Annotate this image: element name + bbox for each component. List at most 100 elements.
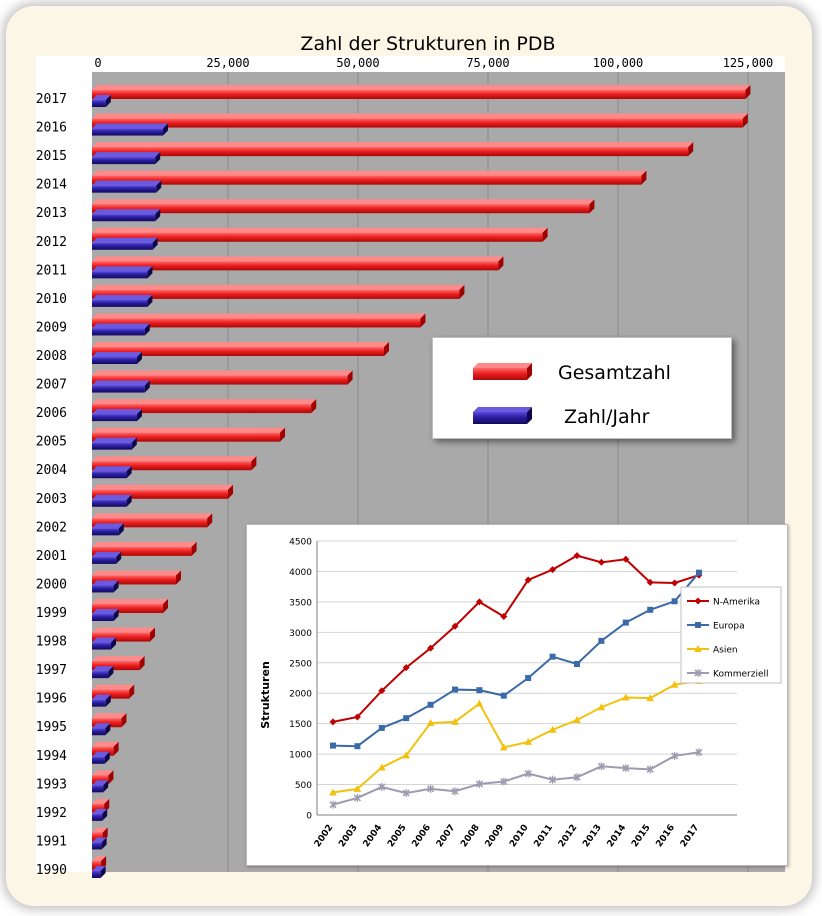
point-n-amerika [694,597,702,605]
point-europa [696,569,702,576]
legend-swatch-side-zahl-jahr [527,407,532,424]
bar-top-zahl-jahr [92,780,109,786]
bar-zahl-jahr [92,785,104,793]
point-kommerziell [475,779,483,788]
bar-zahl-jahr [92,528,119,536]
x-tick-label: 125,000 [723,56,774,70]
y-tick-label: 2012 [36,235,67,250]
bar-top-zahl-jahr [92,152,161,158]
bar-top-zahl-jahr [92,609,119,614]
bar-top-gesamtzahl [92,741,119,747]
inset-y-tick-label: 4000 [289,568,312,578]
point-asien [475,699,484,707]
bar-gesamtzahl [92,204,590,214]
inset-x-tick-label: 2013 [581,823,604,849]
y-tick-label: 2011 [36,263,67,278]
bar-top-gesamtzahl [92,570,181,576]
point-europa [427,701,434,708]
bar-top-gesamtzahl [92,170,647,176]
bar-gesamtzahl [92,90,746,99]
point-kommerziell [549,775,557,784]
bar-side-zahl-jahr [131,437,137,450]
inset-y-tick-label: 4500 [289,538,312,548]
point-asien [670,680,679,688]
bar-side-zahl-jahr [152,237,158,250]
point-europa [500,692,507,699]
bar-gesamtzahl [92,232,543,242]
bar-zahl-jahr [92,728,106,736]
bar-zahl-jahr [92,813,103,821]
bar-side-gesamtzahl [498,256,504,271]
inset-x-tick-label: 2006 [410,823,433,849]
bar-zahl-jahr [92,328,145,336]
bar-zahl-jahr [92,756,105,764]
bar-zahl-jahr [92,471,127,479]
point-europa [330,742,336,749]
bar-gesamtzahl [92,632,150,642]
point-asien [597,703,606,711]
main-legend: Gesamtzahl Zahl/Jahr [432,337,732,439]
y-tick-label: 2006 [36,406,67,421]
bar-side-zahl-jahr [163,123,168,136]
bar-side-zahl-jahr [147,266,153,279]
point-europa [452,686,458,693]
bar-top-gesamtzahl [92,484,233,490]
bar-top-zahl-jahr [92,323,150,329]
bar-side-zahl-jahr [100,866,106,878]
point-n-amerika [573,552,581,560]
inset-x-tick-label: 2011 [532,823,555,849]
point-n-amerika [451,622,459,630]
x-tick-label: 100,000 [593,56,644,70]
bar-gesamtzahl [92,604,163,613]
inset-y-tick-label: 0 [306,812,312,822]
bar-zahl-jahr [92,242,153,250]
bar-side-zahl-jahr [101,837,107,850]
bar-top-gesamtzahl [92,456,257,462]
bar-zahl-jahr [92,357,137,364]
bar-side-zahl-jahr [155,152,161,165]
bar-top-zahl-jahr [92,294,153,300]
bar-top-zahl-jahr [92,637,116,643]
legend-swatch-side-gesamtzahl [527,363,532,380]
bar-side-zahl-jahr [126,466,132,479]
y-tick-label: 1993 [36,777,67,792]
bar-top-zahl-jahr [92,437,137,443]
point-n-amerika [402,664,410,672]
inset-x-tick-label: 2008 [459,823,482,849]
bar-zahl-jahr [92,128,163,136]
bar-zahl-jahr [92,614,114,621]
inset-x-tick-label: 2007 [435,823,458,849]
bar-gesamtzahl [92,546,192,556]
bar-top-zahl-jahr [92,409,142,415]
bar-zahl-jahr [92,385,145,393]
inset-legend-label-europa: Europa [713,622,745,632]
inset-x-tick-label: 2003 [337,823,360,849]
point-n-amerika [353,713,361,721]
bar-side-gesamtzahl [251,456,257,471]
bar-top-gesamtzahl [92,313,426,319]
bar-zahl-jahr [92,185,157,193]
point-kommerziell [524,769,532,778]
point-n-amerika [671,579,679,587]
bar-gesamtzahl [92,661,140,671]
bar-side-gesamtzahl [641,170,647,185]
legend-item-zahl-jahr: Zahl/Jahr [473,406,650,428]
bar-zahl-jahr [92,699,106,707]
legend-swatch-gesamtzahl [473,368,527,380]
bar-top-zahl-jahr [92,380,150,386]
point-n-amerika [622,555,630,563]
point-europa [647,606,654,613]
bar-side-gesamtzahl [121,713,127,728]
point-asien [353,784,362,792]
bar-top-zahl-jahr [92,466,132,472]
point-europa [354,743,361,750]
bar-side-gesamtzahl [228,484,233,499]
point-asien [402,751,410,759]
point-europa [671,598,678,605]
bar-top-gesamtzahl [92,541,197,547]
y-tick-label: 2013 [36,206,67,221]
bar-side-gesamtzahl [311,399,317,414]
bar-side-gesamtzahl [150,627,155,642]
bar-top-gesamtzahl [92,199,595,205]
bar-gesamtzahl [92,718,122,728]
